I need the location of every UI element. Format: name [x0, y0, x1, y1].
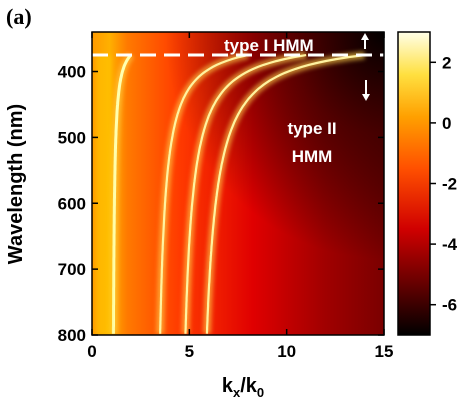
x-tick-label: 10 [277, 342, 296, 361]
ridge-line [205, 54, 365, 334]
low-k-bright-band [95, 55, 112, 335]
y-tick-label: 400 [58, 63, 86, 82]
x-axis-label: kx/k0 [222, 375, 264, 400]
x-tick-label: 15 [375, 342, 394, 361]
x-axis-ticks: 0 5 10 15 [87, 32, 393, 361]
panel-label: (a) [6, 4, 32, 29]
colorbar-tick-label: -4 [442, 235, 458, 254]
colorbar-ticks: 2 0 -2 -4 -6 [430, 53, 458, 315]
colorbar [397, 31, 431, 336]
arrow-up-icon [361, 33, 369, 49]
y-tick-label: 700 [58, 260, 86, 279]
colorbar-tick-label: -6 [442, 296, 457, 315]
y-tick-label: 600 [58, 194, 86, 213]
x-tick-label: 5 [185, 342, 194, 361]
x-tick-label: 0 [87, 342, 96, 361]
annotation-type-ii: type II [287, 119, 336, 138]
arrow-down-icon [362, 80, 370, 101]
annotation-type-ii-hmm: HMM [292, 147, 333, 166]
y-axis-ticks: 400 500 600 700 800 [58, 63, 384, 345]
y-tick-label: 500 [58, 128, 86, 147]
ridge-line [159, 54, 248, 334]
colorbar-tick-label: -2 [442, 175, 457, 194]
heatmap-ridges [95, 51, 365, 335]
y-axis-label: Wavelength (nm) [5, 104, 27, 264]
y-tick-label: 800 [58, 326, 86, 345]
heatmap-plot [92, 32, 384, 335]
colorbar-tick-label: 2 [442, 53, 451, 72]
plot-frame [91, 31, 385, 336]
colorbar-tick-label: 0 [442, 114, 451, 133]
heatmap-dark-region [92, 32, 384, 335]
ridge-line [184, 54, 307, 334]
annotation-type-i: type I HMM [224, 36, 314, 55]
ridge-line [111, 54, 133, 334]
